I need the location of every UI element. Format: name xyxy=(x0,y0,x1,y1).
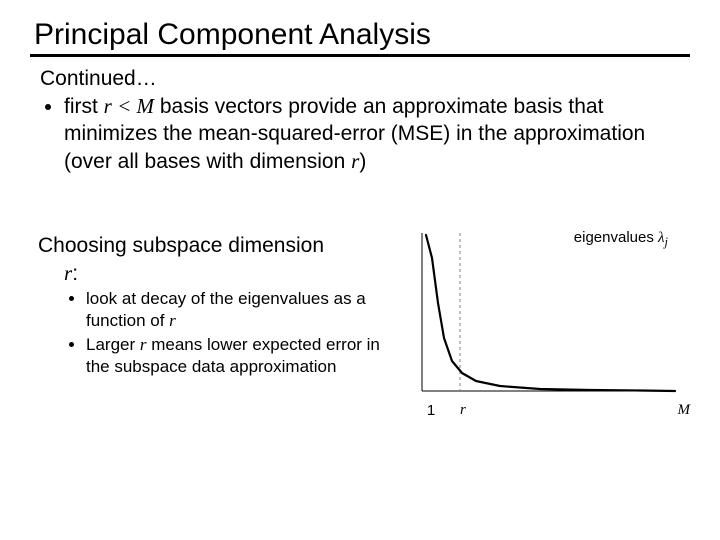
sub1-pre: look at decay of the eigenvalues as a fu… xyxy=(86,289,366,330)
main-bullets: first r < M basis vectors provide an app… xyxy=(30,93,690,175)
title-rule xyxy=(30,54,690,57)
bullet-main-post: ) xyxy=(359,150,366,173)
r-var: r xyxy=(64,261,72,285)
subhead: Choosing subspace dimension xyxy=(38,233,402,259)
sub-bullet-2: Larger r means lower expected error in t… xyxy=(86,334,402,378)
page-title: Principal Component Analysis xyxy=(34,18,690,52)
bullet-main-pre: first xyxy=(64,95,104,118)
sub1-r: r xyxy=(169,311,176,330)
eigenvalue-chart: eigenvalues λj 1 r M xyxy=(410,233,690,401)
chart-svg xyxy=(410,233,678,401)
x-label-M: M xyxy=(678,402,691,419)
sub-bullets: look at decay of the eigenvalues as a fu… xyxy=(30,288,402,378)
sub-bullet-1: look at decay of the eigenvalues as a fu… xyxy=(86,288,402,332)
bullet-main: first r < M basis vectors provide an app… xyxy=(64,93,680,175)
sub2-pre: Larger xyxy=(86,335,140,354)
eigenvalues-label: eigenvalues λj xyxy=(574,229,668,250)
r-variable-line: r: xyxy=(64,261,402,286)
sub2-r: r xyxy=(140,335,147,354)
continued-label: Continued… xyxy=(40,67,690,91)
eigen-sub: j xyxy=(665,235,668,249)
x-label-1: 1 xyxy=(423,402,439,419)
x-label-r: r xyxy=(460,402,466,419)
eigen-pre: eigenvalues xyxy=(574,229,658,246)
bullet-main-expr: r < M xyxy=(104,94,154,118)
r-colon: : xyxy=(72,262,78,285)
